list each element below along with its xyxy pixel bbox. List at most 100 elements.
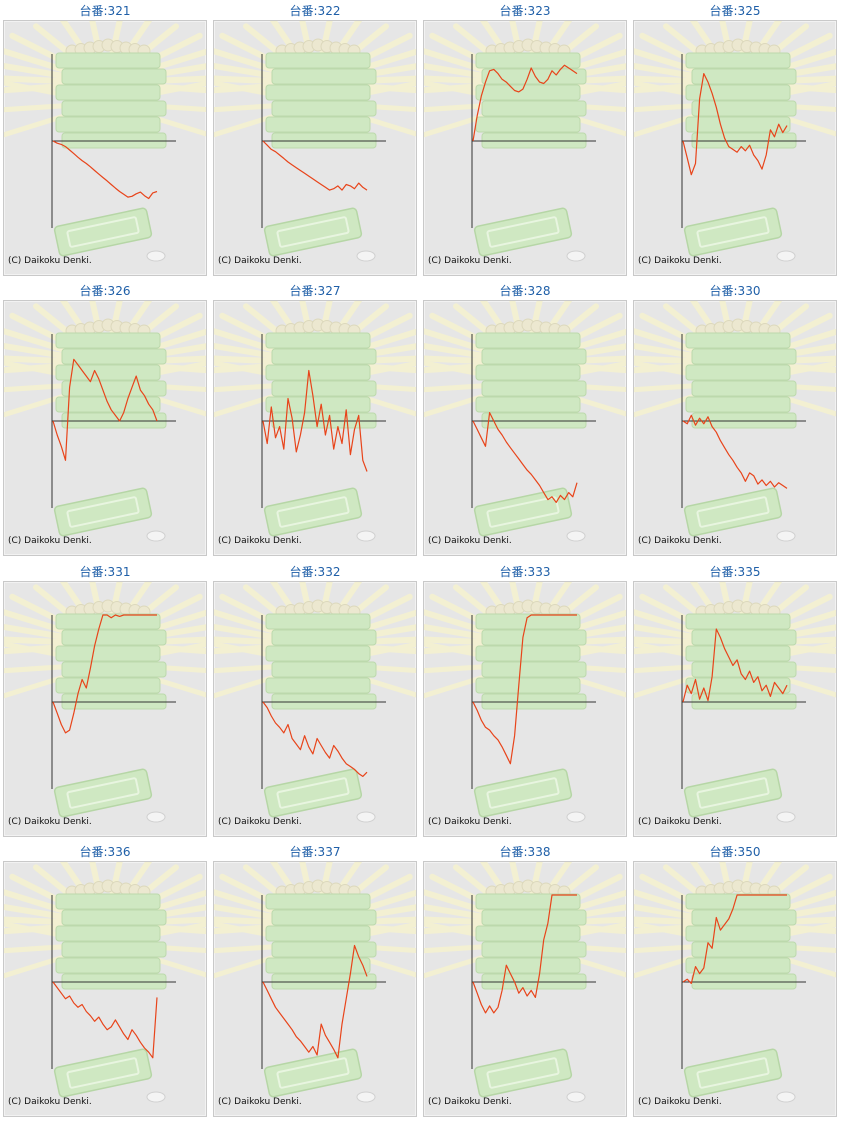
line-chart — [4, 582, 206, 823]
machine-number-link[interactable]: 台番:350 — [709, 845, 761, 859]
chart-card: 台番:322 (C) Daikoku Denki. — [210, 0, 420, 280]
copyright-credit: (C) Daikoku Denki. — [218, 256, 302, 266]
chart-panel: (C) Daikoku Denki. — [423, 861, 627, 1117]
line-chart — [634, 301, 836, 542]
line-chart — [424, 301, 626, 542]
chart-card: 台番:325 (C) Daikoku Denki. — [630, 0, 840, 280]
background-watermark — [634, 862, 836, 1103]
machine-number-link[interactable]: 台番:328 — [499, 284, 551, 298]
background-watermark — [424, 21, 626, 262]
background-watermark — [424, 862, 626, 1103]
copyright-credit: (C) Daikoku Denki. — [8, 817, 92, 827]
copyright-credit: (C) Daikoku Denki. — [428, 1097, 512, 1107]
chart-panel: (C) Daikoku Denki. — [423, 581, 627, 837]
copyright-credit: (C) Daikoku Denki. — [428, 256, 512, 266]
chart-card: 台番:321 (C) Daikoku Denki. — [0, 0, 210, 280]
chart-card: 台番:336 (C) Daikoku Denki. — [0, 841, 210, 1121]
machine-number-link[interactable]: 台番:321 — [79, 4, 131, 18]
background-watermark — [634, 301, 836, 542]
chart-panel: (C) Daikoku Denki. — [213, 581, 417, 837]
machine-number-link[interactable]: 台番:337 — [289, 845, 341, 859]
line-chart — [424, 582, 626, 823]
machine-number-link[interactable]: 台番:335 — [709, 565, 761, 579]
series-line — [472, 894, 577, 1014]
background-watermark — [4, 21, 206, 262]
line-chart — [424, 21, 626, 262]
chart-card: 台番:350 (C) Daikoku Denki. — [630, 841, 840, 1121]
copyright-credit: (C) Daikoku Denki. — [8, 1097, 92, 1107]
series-line — [52, 614, 157, 734]
chart-card: 台番:326 (C) Daikoku Denki. — [0, 280, 210, 560]
machine-number-link[interactable]: 台番:338 — [499, 845, 551, 859]
chart-panel: (C) Daikoku Denki. — [3, 300, 207, 556]
line-chart — [214, 301, 416, 542]
machine-number-link[interactable]: 台番:331 — [79, 565, 131, 579]
line-chart — [634, 862, 836, 1103]
series-line — [52, 358, 158, 461]
chart-panel: (C) Daikoku Denki. — [423, 20, 627, 276]
series-line — [262, 369, 368, 472]
chart-panel: (C) Daikoku Denki. — [213, 20, 417, 276]
line-chart — [4, 21, 206, 262]
chart-card: 台番:338 (C) Daikoku Denki. — [420, 841, 630, 1121]
copyright-credit: (C) Daikoku Denki. — [218, 1097, 302, 1107]
chart-panel: (C) Daikoku Denki. — [3, 20, 207, 276]
series-line — [472, 411, 578, 503]
chart-panel: (C) Daikoku Denki. — [213, 300, 417, 556]
line-chart — [634, 582, 836, 823]
copyright-credit: (C) Daikoku Denki. — [638, 256, 722, 266]
series-line — [682, 414, 788, 489]
line-chart — [214, 582, 416, 823]
chart-card: 台番:337 (C) Daikoku Denki. — [210, 841, 420, 1121]
machine-number-link[interactable]: 台番:326 — [79, 284, 131, 298]
series-line — [52, 140, 158, 200]
chart-card: 台番:333 (C) Daikoku Denki. — [420, 561, 630, 841]
machine-number-link[interactable]: 台番:333 — [499, 565, 551, 579]
machine-number-link[interactable]: 台番:336 — [79, 845, 131, 859]
chart-panel: (C) Daikoku Denki. — [633, 300, 837, 556]
chart-card: 台番:330 (C) Daikoku Denki. — [630, 280, 840, 560]
copyright-credit: (C) Daikoku Denki. — [638, 817, 722, 827]
line-chart — [214, 862, 416, 1103]
series-line — [472, 64, 578, 142]
copyright-credit: (C) Daikoku Denki. — [218, 817, 302, 827]
series-line — [472, 614, 577, 765]
chart-card: 台番:328 (C) Daikoku Denki. — [420, 280, 630, 560]
series-line — [682, 894, 787, 985]
copyright-credit: (C) Daikoku Denki. — [8, 536, 92, 546]
background-watermark — [214, 862, 416, 1103]
chart-panel: (C) Daikoku Denki. — [633, 20, 837, 276]
line-chart — [634, 21, 836, 262]
machine-number-link[interactable]: 台番:325 — [709, 4, 761, 18]
line-chart — [424, 862, 626, 1103]
machine-number-link[interactable]: 台番:330 — [709, 284, 761, 298]
series-line — [262, 701, 368, 777]
chart-panel: (C) Daikoku Denki. — [213, 861, 417, 1117]
series-line — [262, 944, 368, 1059]
background-watermark — [214, 21, 416, 262]
chart-panel: (C) Daikoku Denki. — [633, 861, 837, 1117]
machine-number-link[interactable]: 台番:327 — [289, 284, 341, 298]
chart-card: 台番:327 (C) Daikoku Denki. — [210, 280, 420, 560]
series-line — [52, 981, 158, 1059]
line-chart — [214, 21, 416, 262]
machine-number-link[interactable]: 台番:323 — [499, 4, 551, 18]
copyright-credit: (C) Daikoku Denki. — [218, 536, 302, 546]
copyright-credit: (C) Daikoku Denki. — [638, 536, 722, 546]
copyright-credit: (C) Daikoku Denki. — [638, 1097, 722, 1107]
background-watermark — [4, 301, 206, 542]
copyright-credit: (C) Daikoku Denki. — [428, 817, 512, 827]
chart-panel: (C) Daikoku Denki. — [633, 581, 837, 837]
chart-card: 台番:335 (C) Daikoku Denki. — [630, 561, 840, 841]
chart-card: 台番:331 (C) Daikoku Denki. — [0, 561, 210, 841]
line-chart — [4, 862, 206, 1103]
background-watermark — [424, 301, 626, 542]
background-watermark — [214, 582, 416, 823]
chart-card: 台番:332 (C) Daikoku Denki. — [210, 561, 420, 841]
chart-panel: (C) Daikoku Denki. — [3, 581, 207, 837]
copyright-credit: (C) Daikoku Denki. — [8, 256, 92, 266]
series-line — [682, 72, 788, 176]
machine-number-link[interactable]: 台番:322 — [289, 4, 341, 18]
machine-number-link[interactable]: 台番:332 — [289, 565, 341, 579]
